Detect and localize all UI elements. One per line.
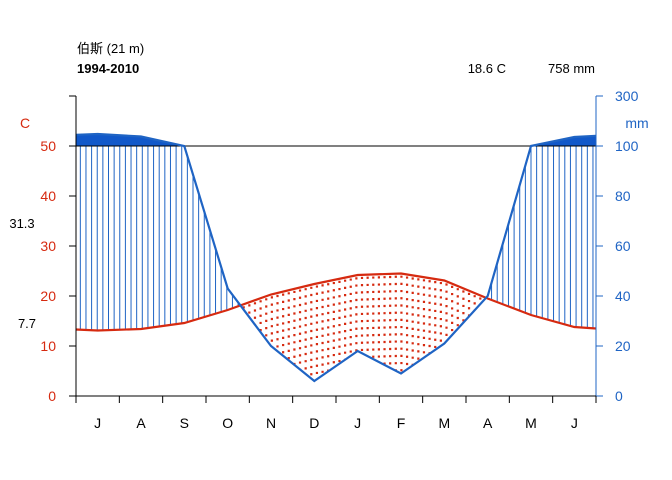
right-tick-label: 60 — [615, 238, 631, 254]
left-tick-label: 30 — [40, 238, 56, 254]
right-tick-label: 100 — [615, 138, 639, 154]
month-label: A — [483, 415, 493, 431]
period-label: 1994-2010 — [77, 61, 139, 76]
month-label: A — [136, 415, 146, 431]
right-tick-label: 0 — [615, 388, 623, 404]
mean-temp-label: 18.6 C — [468, 61, 506, 76]
right-axis: 0 20 40 60 80 100 300 — [595, 88, 639, 404]
min-temp-label: 7.7 — [18, 316, 36, 331]
right-axis-unit: mm — [625, 115, 648, 131]
left-tick-label: 40 — [40, 188, 56, 204]
right-tick-label: 20 — [615, 338, 631, 354]
month-label: N — [266, 415, 276, 431]
left-axis-unit: C — [20, 115, 30, 131]
month-label: O — [222, 415, 233, 431]
temperature-line — [75, 272, 597, 332]
excess-fill-region — [76, 134, 184, 146]
month-label: S — [180, 415, 189, 431]
left-tick-label: 0 — [48, 388, 56, 404]
right-tick-label: 300 — [615, 88, 639, 104]
left-axis: 0 10 20 30 40 50 — [40, 95, 77, 404]
humid-season-hatching — [79, 146, 594, 331]
month-label: J — [571, 415, 578, 431]
station-label: 伯斯 (21 m) — [77, 41, 144, 56]
month-label: M — [438, 415, 450, 431]
arid-season-dots — [242, 275, 482, 380]
right-tick-label: 80 — [615, 188, 631, 204]
max-temp-label: 31.3 — [9, 216, 34, 231]
left-tick-label: 10 — [40, 338, 56, 354]
precipitation-line — [75, 132, 597, 383]
annual-precip-label: 758 mm — [548, 61, 595, 76]
month-label: J — [94, 415, 101, 431]
right-tick-label: 40 — [615, 288, 631, 304]
left-tick-label: 20 — [40, 288, 56, 304]
month-label: F — [397, 415, 406, 431]
month-label: J — [354, 415, 361, 431]
left-tick-label: 50 — [40, 138, 56, 154]
month-label: D — [309, 415, 319, 431]
month-label: M — [525, 415, 537, 431]
